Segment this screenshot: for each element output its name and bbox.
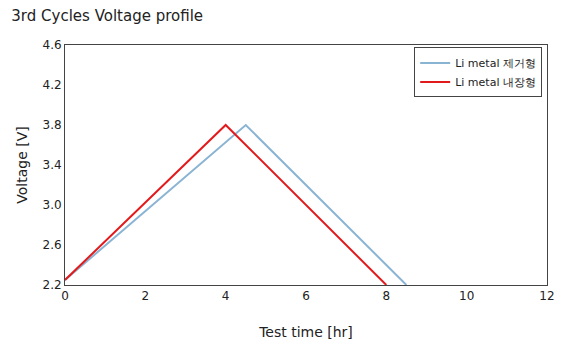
- svg-text:0: 0: [61, 289, 69, 303]
- svg-text:4.6: 4.6: [43, 38, 62, 52]
- svg-text:4: 4: [222, 289, 230, 303]
- svg-text:8: 8: [383, 289, 391, 303]
- svg-text:12: 12: [539, 289, 554, 303]
- svg-text:Test time [hr]: Test time [hr]: [258, 324, 353, 340]
- svg-text:3.4: 3.4: [43, 158, 62, 172]
- svg-text:3.0: 3.0: [43, 198, 62, 212]
- svg-text:2.6: 2.6: [43, 238, 62, 252]
- svg-text:Li metal 내장형: Li metal 내장형: [455, 76, 536, 89]
- svg-text:3rd Cycles Voltage profile: 3rd Cycles Voltage profile: [11, 7, 203, 25]
- svg-text:4.2: 4.2: [43, 78, 62, 92]
- svg-text:Li metal 제거형: Li metal 제거형: [455, 57, 536, 70]
- svg-text:3.8: 3.8: [43, 118, 62, 132]
- svg-text:2.2: 2.2: [43, 278, 62, 292]
- svg-text:10: 10: [459, 289, 474, 303]
- svg-text:Voltage [V]: Voltage [V]: [14, 126, 30, 203]
- svg-text:2: 2: [142, 289, 150, 303]
- svg-text:6: 6: [302, 289, 310, 303]
